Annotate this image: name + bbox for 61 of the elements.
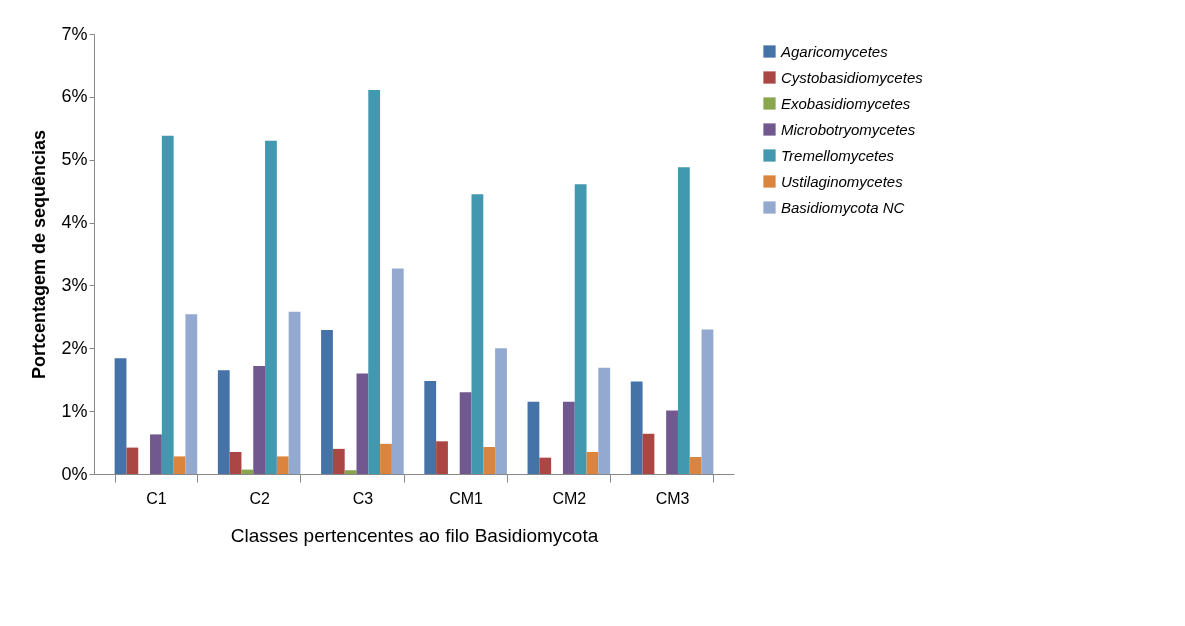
bar <box>539 457 552 474</box>
bar <box>321 330 333 474</box>
bar <box>483 446 496 474</box>
y-tick-label: 1% <box>61 400 88 421</box>
legend-label: Tremellomycetes <box>781 146 895 164</box>
bar <box>173 456 186 474</box>
bar <box>527 401 540 474</box>
legend-label: Cystobasidiomycetes <box>781 68 924 86</box>
bar <box>253 365 266 474</box>
bar <box>265 140 277 474</box>
bar <box>574 184 587 474</box>
bar <box>391 268 404 474</box>
bar <box>459 392 472 474</box>
y-tick-label: 0% <box>61 463 88 484</box>
legend-label: Agaricomycetes <box>780 42 889 60</box>
bar <box>586 452 599 474</box>
bar <box>368 89 381 474</box>
bar <box>471 194 484 474</box>
bar <box>630 381 643 474</box>
bar <box>380 443 392 474</box>
x-tick-label: C3 <box>352 489 374 507</box>
bar <box>562 401 575 474</box>
y-axis-title: Portcentagem de sequências <box>29 129 50 380</box>
y-tick-label: 6% <box>61 86 88 107</box>
bar <box>114 358 127 474</box>
bar <box>185 314 198 474</box>
bar <box>126 447 139 474</box>
legend-label: Microbotryomycetes <box>781 120 916 138</box>
bar <box>424 380 437 474</box>
bar <box>598 367 611 474</box>
bar <box>677 167 690 474</box>
bar <box>642 433 655 474</box>
bar <box>229 452 242 474</box>
bar <box>356 373 369 474</box>
bar <box>332 448 345 474</box>
bar <box>436 441 448 474</box>
legend-label: Exobasidiomycetes <box>781 94 911 112</box>
x-tick-label: CM2 <box>552 489 587 507</box>
x-tick-label: CM3 <box>655 489 690 507</box>
legend-label: Ustilaginomycetes <box>781 172 904 190</box>
x-tick-label: C2 <box>249 489 270 507</box>
y-tick-label: 5% <box>61 149 88 170</box>
bar <box>701 329 714 474</box>
bar <box>241 469 254 474</box>
bar <box>344 470 357 474</box>
bar <box>150 434 162 474</box>
x-tick-label: CM1 <box>449 489 484 507</box>
y-tick-label: 3% <box>61 274 88 295</box>
x-axis-title: Classes pertencentes ao filo Basidiomycota <box>230 524 599 546</box>
legend-label: Basidiomycota NC <box>781 198 905 216</box>
bar <box>666 410 678 474</box>
bar <box>217 370 230 474</box>
bar <box>689 457 702 474</box>
x-tick-label: C1 <box>146 489 167 507</box>
y-tick-label: 4% <box>61 212 88 233</box>
bar <box>288 311 301 474</box>
bar <box>161 135 174 474</box>
bar <box>495 348 507 474</box>
y-tick-label: 2% <box>61 337 88 358</box>
y-tick-label: 7% <box>61 23 88 44</box>
bar <box>276 456 289 474</box>
